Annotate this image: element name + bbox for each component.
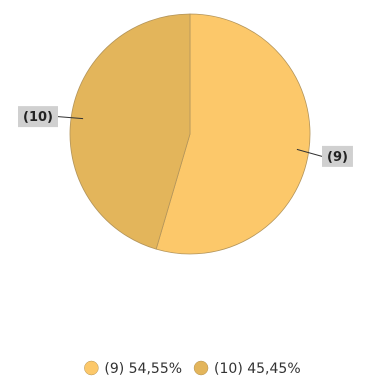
callout-box-10 <box>18 106 58 128</box>
slice-callouts: (9) (10) <box>18 106 353 167</box>
legend-swatch-10 <box>193 360 209 376</box>
legend-item-9: (9) 54,55% <box>84 360 182 377</box>
pie-slices <box>69 13 311 255</box>
callout-label-10: (10) <box>23 110 53 125</box>
chart-legend: (9) 54,55% (10) 45,45% <box>84 360 301 377</box>
callout-line-10 <box>57 116 84 120</box>
legend-item-10: (10) 45,45% <box>193 360 301 377</box>
pie-slice-9 <box>155 13 311 255</box>
callout-label-9: (9) <box>327 150 348 165</box>
pie-slice-10 <box>69 13 191 250</box>
callout-box-9 <box>322 145 353 167</box>
legend-label-10: (10) 45,45% <box>214 361 301 377</box>
legend-swatch-9 <box>84 360 99 376</box>
callout-line-9 <box>296 148 323 157</box>
legend-label-9: (9) 54,55% <box>104 361 182 377</box>
